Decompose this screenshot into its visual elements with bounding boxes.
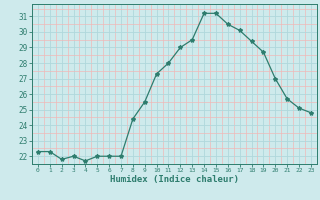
X-axis label: Humidex (Indice chaleur): Humidex (Indice chaleur) <box>110 175 239 184</box>
